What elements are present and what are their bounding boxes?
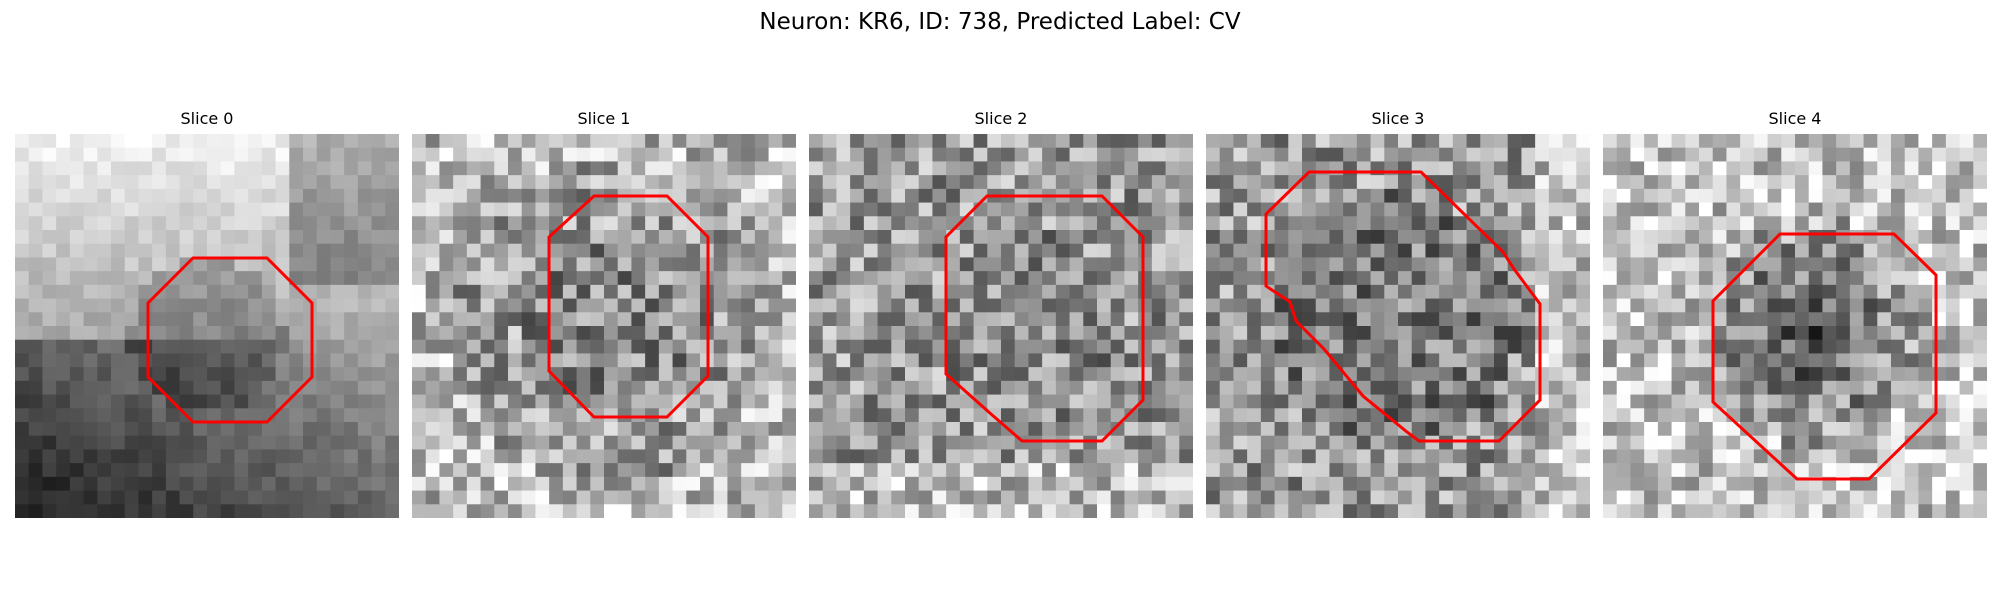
segmentation-contour xyxy=(146,256,314,424)
segmentation-contour xyxy=(944,194,1145,443)
segmentation-contour xyxy=(1264,170,1542,443)
slice-image-0 xyxy=(15,134,399,518)
segmentation-contour xyxy=(1711,232,1938,481)
slice-title: Slice 0 xyxy=(180,109,234,128)
slice-panel-4: Slice 4 xyxy=(1603,108,1987,518)
slice-title: Slice 1 xyxy=(577,109,631,128)
segmentation-contour xyxy=(547,194,710,419)
grayscale-microscopy-image xyxy=(809,134,1193,518)
slice-panel-3: Slice 3 xyxy=(1206,108,1590,518)
grayscale-microscopy-image xyxy=(1206,134,1590,518)
grayscale-microscopy-image xyxy=(412,134,796,518)
slice-image-2 xyxy=(809,134,1193,518)
grayscale-microscopy-image xyxy=(15,134,399,518)
slice-title: Slice 3 xyxy=(1371,109,1425,128)
grayscale-microscopy-image xyxy=(1603,134,1987,518)
slice-image-1 xyxy=(412,134,796,518)
slice-title: Slice 2 xyxy=(974,109,1028,128)
slice-panel-0: Slice 0 xyxy=(15,108,399,518)
slice-image-4 xyxy=(1603,134,1987,518)
slice-image-3 xyxy=(1206,134,1590,518)
slice-panel-2: Slice 2 xyxy=(809,108,1193,518)
slice-panel-1: Slice 1 xyxy=(412,108,796,518)
slice-title: Slice 4 xyxy=(1768,109,1822,128)
figure-title: Neuron: KR6, ID: 738, Predicted Label: C… xyxy=(759,9,1241,35)
